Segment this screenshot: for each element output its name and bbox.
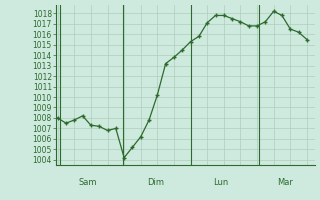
Text: Sam: Sam bbox=[78, 178, 97, 187]
Text: Lun: Lun bbox=[213, 178, 228, 187]
Text: Mar: Mar bbox=[277, 178, 293, 187]
Text: Dim: Dim bbox=[147, 178, 164, 187]
